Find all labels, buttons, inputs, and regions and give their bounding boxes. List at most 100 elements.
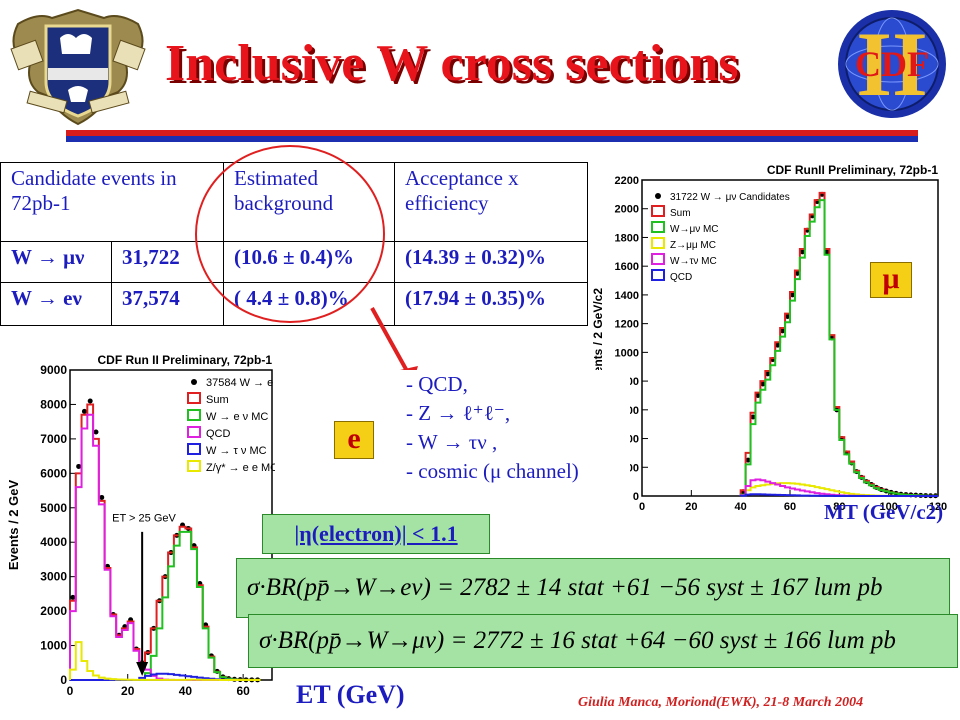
data-point: [785, 313, 791, 319]
list-item: - W → τν ,: [406, 430, 498, 454]
x-tick-label: 0: [639, 501, 645, 513]
eta-cut-label: |η(electron)| < 1.1: [294, 521, 458, 546]
series-line: [69, 641, 261, 681]
eta-cut-box: |η(electron)| < 1.1: [262, 514, 490, 554]
data-point: [794, 270, 800, 276]
y-tick-label: 7000: [40, 432, 67, 446]
electron-cross-section-formula: σ·BR(pp̄→W→eν) = 2782 ± 14 stat +61 −56 …: [236, 558, 950, 618]
y-tick-label: 1600: [615, 261, 639, 273]
row-acceptance: (17.94 ± 0.35)%: [394, 282, 588, 326]
highlight-annotation: [195, 145, 418, 386]
x-tick-label: 120: [929, 501, 947, 513]
header-acceptance: Acceptance x efficiency: [394, 162, 588, 242]
data-point: [765, 371, 771, 377]
legend-entry: 31722 W → μν Candidates: [670, 192, 790, 203]
y-tick-label: 3000: [40, 570, 67, 584]
chart-title: CDF Run II Preliminary, 72pb-1: [98, 353, 273, 367]
table-row: W → eν 37,574 ( 4.4 ± 0.8)% (17.94 ± 0.3…: [0, 282, 588, 326]
x-tick-label: 60: [236, 684, 250, 698]
cdf-logo-text: CDF: [855, 44, 929, 84]
legend-entry: W→μν MC: [670, 224, 719, 235]
series-line: [739, 493, 938, 497]
legend-entry: Sum: [206, 394, 229, 406]
x-tick-label: 40: [179, 684, 193, 698]
data-point: [87, 398, 93, 404]
row-channel: W → μν: [0, 241, 112, 283]
data-point: [81, 408, 87, 414]
y-axis-label: Events / 2 GeV: [6, 480, 21, 571]
legend-entry: Sum: [670, 208, 691, 219]
electron-et-chart: CDF Run II Preliminary, 72pb-1 Events / 2…: [6, 353, 275, 698]
data-point: [775, 342, 781, 348]
x-tick-label: 80: [833, 501, 845, 513]
cdf-logo: II CDF: [836, 8, 948, 120]
highlight-arrow: [370, 307, 414, 381]
row-acceptance: (14.39 ± 0.32)%: [394, 241, 588, 283]
legend-marker: [651, 269, 665, 281]
highlight-circle: [195, 145, 385, 323]
x-tick-label: 60: [784, 501, 796, 513]
header-candidates: Candidate events in 72pb-1: [0, 162, 224, 242]
data-point: [93, 429, 99, 435]
legend-entry: 37584 W → e ν Candidates: [206, 377, 275, 389]
legend-entry: QCD: [206, 428, 231, 440]
legend-marker: [187, 392, 201, 404]
data-point: [780, 328, 786, 334]
legend-entry: W → τ ν MC: [206, 445, 267, 457]
data-point: [750, 414, 756, 420]
x-tick-label: 0: [67, 684, 74, 698]
data-point: [745, 457, 751, 463]
y-tick-label: 8000: [40, 397, 67, 411]
electron-x-axis-label: ET (GeV): [296, 680, 405, 709]
muon-mt-chart: CDF RunII Preliminary, 72pb-1 Events / 2 …: [592, 163, 947, 513]
legend-entry: QCD: [670, 272, 692, 283]
plot-frame: [641, 179, 939, 497]
y-tick-label: 1800: [615, 232, 639, 244]
legend-marker: [187, 426, 201, 438]
y-tick-label: 2000: [40, 604, 67, 618]
legend-marker: [655, 193, 661, 199]
chart-title: CDF RunII Preliminary, 72pb-1: [767, 163, 938, 177]
legend-marker: [187, 443, 201, 455]
legend-marker: [651, 237, 665, 249]
data-point: [760, 381, 766, 387]
cut-label: ET > 25 GeV: [112, 513, 176, 525]
y-tick-label: 1200: [615, 319, 639, 331]
background-list: - QCD, - Z → ℓ⁺ℓ⁻, - W → τν , - cosmic (…: [398, 370, 630, 510]
legend-marker: [651, 205, 665, 217]
legend-entry: Z/γ* → e e MC: [206, 462, 275, 474]
y-tick-label: 2000: [615, 204, 639, 216]
legend-marker: [187, 460, 201, 472]
row-channel: W → eν: [0, 282, 112, 326]
university-crest-logo: [10, 8, 146, 126]
legend-marker: [651, 253, 665, 265]
data-point: [789, 292, 795, 298]
y-tick-label: 9000: [40, 363, 67, 377]
header-background: Estimated background: [223, 162, 395, 242]
y-tick-label: 1000: [40, 639, 67, 653]
y-tick-label: 2200: [615, 175, 639, 187]
y-tick-label: 1400: [615, 290, 639, 302]
candidate-table: Candidate events in 72pb-1 Estimated bac…: [0, 162, 588, 326]
series-line: [739, 199, 938, 497]
title-divider-red: [66, 130, 918, 136]
data-point: [799, 249, 805, 255]
title-divider-blue: [66, 136, 918, 142]
list-item: - cosmic (μ channel): [406, 459, 579, 483]
legend-entry: Z→μμ MC: [670, 240, 716, 251]
formula-text: σ·BR(pp̄→W→eν) = 2782 ± 14 stat +61 −56 …: [247, 574, 883, 601]
list-item: - QCD,: [406, 372, 468, 396]
x-tick-label: 20: [685, 501, 697, 513]
electron-channel-label: e: [334, 421, 374, 459]
y-tick-label: 0: [60, 673, 67, 687]
data-point: [824, 249, 830, 255]
table-row: W → μν 31,722 (10.6 ± 0.4)% (14.39 ± 0.3…: [0, 241, 588, 283]
row-background: ( 4.4 ± 0.8)%: [223, 282, 395, 326]
x-tick-label: 100: [879, 501, 897, 513]
cut-arrow-icon: [136, 662, 149, 676]
list-item: - Z → ℓ⁺ℓ⁻,: [406, 401, 511, 425]
muon-channel-label: μ: [870, 262, 912, 298]
y-tick-label: 1000: [615, 347, 639, 359]
data-point: [99, 494, 105, 500]
y-tick-label: 6000: [40, 466, 67, 480]
